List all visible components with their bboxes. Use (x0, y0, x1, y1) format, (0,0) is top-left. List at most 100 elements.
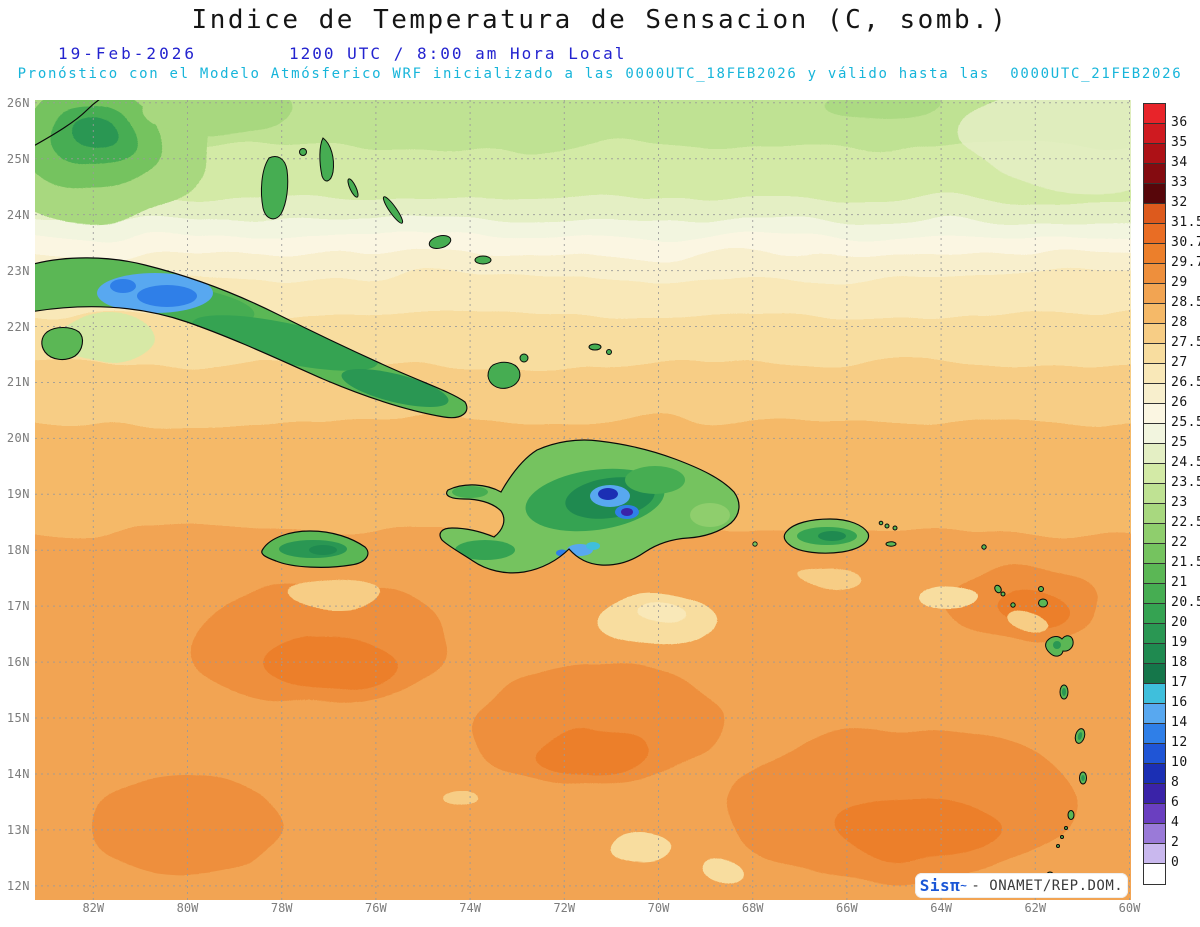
colorbar-box (1144, 844, 1165, 864)
colorbar-label: 26 (1171, 395, 1188, 410)
colorbar-label: 34 (1171, 155, 1188, 170)
colorbar-box (1144, 804, 1165, 824)
colorbar-box (1144, 624, 1165, 644)
colorbar-box (1144, 384, 1165, 404)
lon-tick-label: 78W (270, 901, 293, 915)
lon-tick-label: 76W (365, 901, 387, 915)
page-title: Indice de Temperatura de Sensacion (C, s… (191, 5, 1009, 35)
colorbar-label: 27 (1171, 355, 1188, 370)
lat-tick-label: 12N (6, 878, 30, 893)
colorbar-label: 22 (1171, 535, 1188, 550)
forecast-date: 19-Feb-2026 (58, 44, 197, 63)
grid-lines (35, 100, 1131, 900)
colorbar-label: 14 (1171, 715, 1188, 730)
colorbar-label: 2 (1171, 835, 1180, 850)
colorbar-box (1144, 444, 1165, 464)
colorbar-label: 28 (1171, 315, 1188, 330)
lon-tick-label: 70W (647, 901, 670, 915)
colorbar-label: 10 (1171, 755, 1188, 770)
colorbar-label: 17 (1171, 675, 1188, 690)
lat-tick-label: 23N (6, 263, 30, 278)
lon-tick-label: 72W (553, 901, 576, 915)
lat-tick-label: 14N (6, 766, 30, 781)
colorbar-label: 28.5 (1171, 295, 1200, 310)
colorbar-box (1144, 344, 1165, 364)
lat-tick-label: 13N (6, 822, 30, 837)
lat-tick-label: 21N (6, 375, 30, 390)
florida-coastline (35, 100, 100, 146)
colorbar-box (1144, 364, 1165, 384)
lesser-antilles-islands (878, 520, 1087, 883)
colorbar-box (1144, 144, 1165, 164)
colorbar-label: 24.5 (1171, 455, 1200, 470)
lat-tick-label: 24N (6, 207, 30, 222)
colorbar-label: 36 (1171, 115, 1188, 130)
colorbar-box (1144, 304, 1165, 324)
colorbar-box (1144, 724, 1165, 744)
colorbar-box (1144, 644, 1165, 664)
bahamas-islands (260, 137, 612, 389)
colorbar-label: 27.5 (1171, 335, 1200, 350)
colorbar-box (1144, 764, 1165, 784)
colorbar-box (1144, 704, 1165, 724)
watermark-brand: Sisπ (919, 876, 961, 895)
map-canvas (35, 100, 1131, 900)
watermark-tilde: ~ (960, 879, 968, 892)
colorbar-label: 29.7 (1171, 255, 1200, 270)
lat-tick-label: 19N (6, 487, 30, 502)
colorbar-box (1144, 464, 1165, 484)
colorbar-box (1144, 784, 1165, 804)
colorbar-label: 23 (1171, 495, 1188, 510)
colorbar-label: 30.7 (1171, 235, 1200, 250)
colorbar-label: 16 (1171, 695, 1188, 710)
colorbar-label: 25 (1171, 435, 1188, 450)
puerto-rico-island (752, 518, 870, 554)
colorbar-label: 29 (1171, 275, 1188, 290)
colorbar-box (1144, 284, 1165, 304)
colorbar-boxes (1143, 103, 1166, 885)
colorbar-box (1144, 584, 1165, 604)
colorbar-box (1144, 244, 1165, 264)
colorbar-label: 20.5 (1171, 595, 1200, 610)
colorbar-label: 8 (1171, 775, 1180, 790)
colorbar-box (1144, 324, 1165, 344)
colorbar-label: 22.5 (1171, 515, 1200, 530)
colorbar-box (1144, 684, 1165, 704)
colorbar-label: 20 (1171, 615, 1188, 630)
lon-tick-label: 62W (1024, 901, 1047, 915)
forecast-time: 1200 UTC / 8:00 am Hora Local (289, 44, 627, 63)
colorbar-label: 21.5 (1171, 555, 1200, 570)
colorbar-box (1144, 564, 1165, 584)
watermark-suffix: - ONAMET/REP.DOM. (971, 877, 1124, 894)
colorbar-box (1144, 204, 1165, 224)
colorbar-label: 26.5 (1171, 375, 1200, 390)
colorbar-label: 19 (1171, 635, 1188, 650)
lat-tick-label: 17N (6, 599, 30, 614)
colorbar-box (1144, 164, 1165, 184)
jamaica-island (261, 530, 369, 568)
model-subtitle: Pronóstico con el Modelo Atmósferico WRF… (17, 66, 1183, 82)
lat-tick-label: 26N (6, 95, 30, 110)
mona-island (752, 541, 758, 547)
lon-tick-label: 82W (82, 901, 105, 915)
lat-tick-label: 25N (6, 151, 30, 166)
colorbar-box (1144, 124, 1165, 144)
lat-tick-label: 16N (6, 655, 30, 670)
colorbar-label: 31.5 (1171, 215, 1200, 230)
colorbar-label: 12 (1171, 735, 1188, 750)
hispaniola-island (439, 439, 740, 574)
lon-tick-label: 80W (176, 901, 199, 915)
colorbar-box (1144, 504, 1165, 524)
colorbar-label: 33 (1171, 175, 1188, 190)
lat-tick-label: 18N (6, 543, 30, 558)
colorbar-box (1144, 524, 1165, 544)
lat-tick-label: 20N (6, 431, 30, 446)
colorbar-label: 18 (1171, 655, 1188, 670)
colorbar: 363534333231.530.729.72928.52827.52726.5… (1143, 103, 1200, 893)
colorbar-box (1144, 604, 1165, 624)
colorbar-box (1144, 184, 1165, 204)
lat-tick-label: 15N (6, 711, 30, 726)
colorbar-label: 4 (1171, 815, 1180, 830)
colorbar-label: 23.5 (1171, 475, 1200, 490)
colorbar-label: 25.5 (1171, 415, 1200, 430)
